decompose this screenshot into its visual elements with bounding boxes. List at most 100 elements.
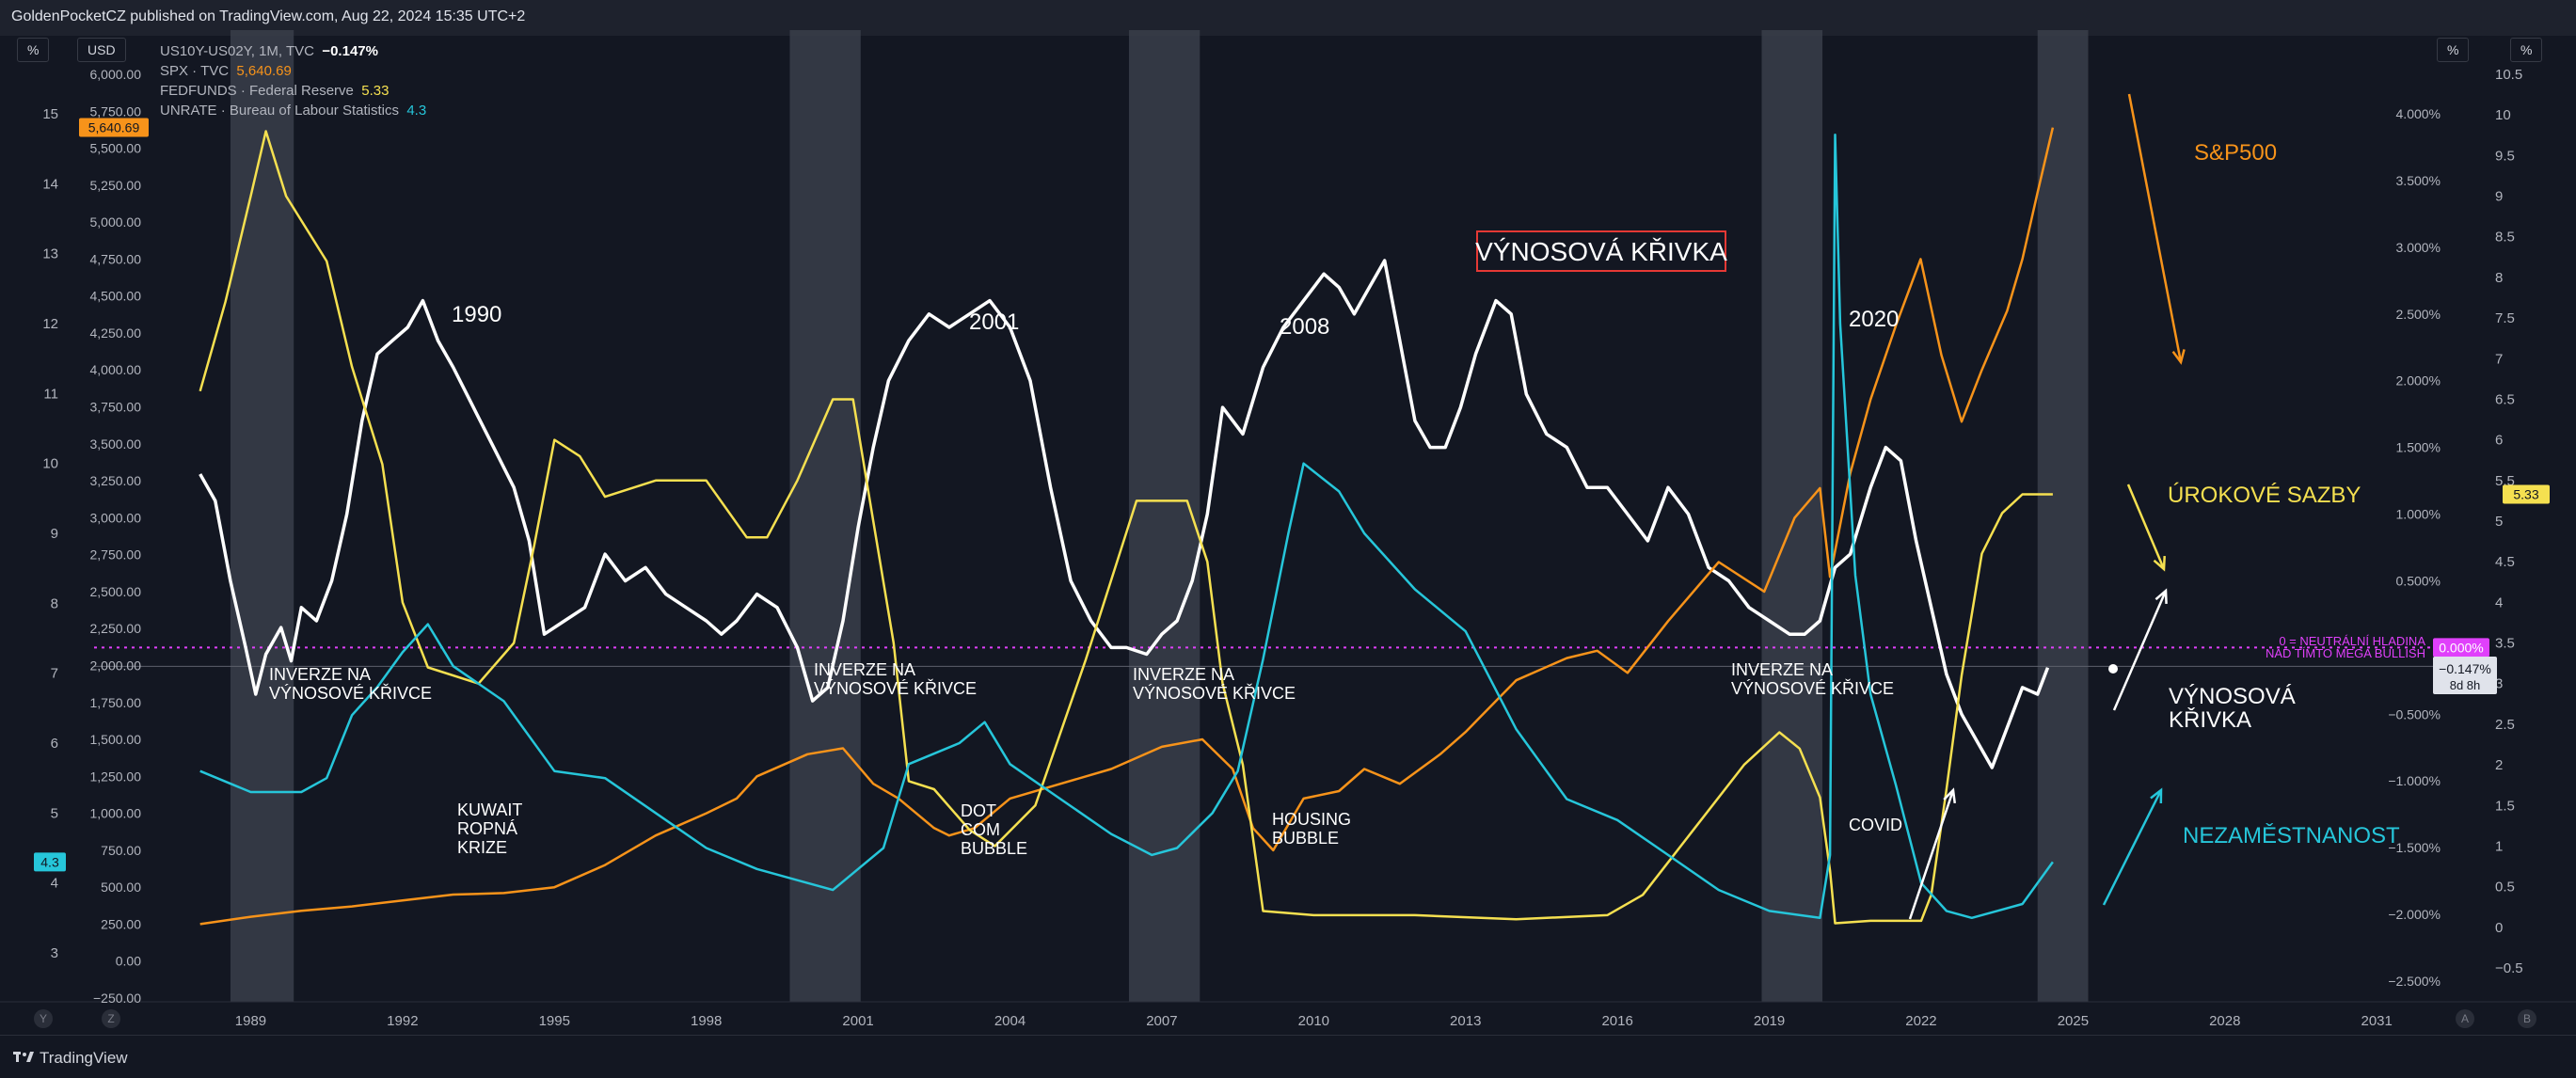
title-box-frame [1476,230,1726,272]
series-line-unrate [199,134,2054,920]
neutral-note: 0 = NEUTRÁLNÍ HLADINA [2279,634,2425,648]
left-percent-scale-button[interactable]: % [17,38,50,62]
legend: US10Y-US02Y, 1M, TVC −0.147% SPX · TVC 5… [160,41,426,120]
spx-axis-tick: 1,000.00 [90,806,142,821]
legend-item-fedfunds[interactable]: FEDFUNDS · Federal Reserve 5.33 [160,81,426,101]
series-line-fedfunds [199,130,2053,925]
yield-axis-tick: 3.000% [2396,240,2441,255]
x-tick-label: 2013 [1450,1013,1481,1029]
legend-item-spx[interactable]: SPX · TVC 5,640.69 [160,61,426,81]
tradingview-brand[interactable]: TradingView [13,1049,128,1068]
unrate-axis-tick: 4 [51,876,58,892]
crisis-label: HOUSING [1272,810,1351,829]
unrate-price-tag-bg [34,852,66,872]
crisis-label: KRIZE [457,838,507,857]
legend-label: SPX · TVC [160,63,230,79]
fed-axis-tick: 4 [2495,594,2503,610]
spx-price-tag: 5,640.69 [88,119,140,135]
spx-axis-tick: 1,250.00 [90,769,142,784]
covid-recovery-arrow [1908,789,1955,920]
auto-scale-button[interactable]: A [2456,1009,2474,1028]
fed-axis-tick: 10 [2495,107,2511,123]
fed-axis-tick: 2 [2495,757,2503,773]
covid-recovery-arrow-head [1943,787,1957,804]
neutral-tag: 0.000% [2439,640,2483,655]
recession-band [1761,30,1823,1002]
unrate-axis-tick: 3 [51,945,58,961]
yield-price-tag-bg [2433,657,2497,694]
fed-price-tag: 5.33 [2513,487,2538,502]
fed-axis-tick: 9.5 [2495,148,2515,164]
publish-info: GoldenPocketCZ published on TradingView.… [11,8,526,24]
crisis-label: ROPNÁ [457,819,517,838]
year-label-2008: 2008 [1280,314,1329,340]
x-tick-label: 2001 [842,1013,873,1029]
x-tick-label: 2019 [1754,1013,1785,1029]
fed-axis-tick: 4.5 [2495,554,2515,570]
spx-down-arrow [2127,93,2183,363]
publish-header: GoldenPocketCZ published on TradingView.… [0,0,2576,36]
yield-axis-tick: 3.500% [2396,173,2441,188]
goto-date-button[interactable]: Y [34,1009,53,1028]
x-tick-label: 1998 [691,1013,722,1029]
spx-price-tag-bg [79,118,149,137]
log-scale-button[interactable]: B [2518,1009,2536,1028]
yield-up-arrow-head [2155,588,2168,605]
inversion-label: INVERZE NA [1731,660,1833,679]
spx-axis-tick: 5,250.00 [90,178,142,193]
unrate-axis-tick: 13 [42,246,58,262]
unrate-up-arrow [2102,789,2163,906]
unrate-axis-tick: 8 [51,595,58,611]
right-percent-scale-button-2[interactable]: % [2510,38,2543,62]
recession-band [789,30,861,1002]
zoom-button[interactable]: Z [102,1009,120,1028]
crisis-label: BUBBLE [961,839,1027,858]
legend-label: US10Y-US02Y, 1M, TVC [160,43,314,59]
yield-axis-tick: −0.500% [2388,706,2441,721]
inversion-label: INVERZE NA [814,660,915,679]
inversion-label: INVERZE NA [1133,665,1234,684]
unrate-axis-tick: 12 [42,316,58,332]
title-box-label: VÝNOSOVÁ KŘIVKA [1475,237,1727,266]
x-tick-label: 2016 [1601,1013,1632,1029]
neutral-note: NAD TÍMTO MEGA BULLISH [2266,646,2425,660]
legend-item-yield[interactable]: US10Y-US02Y, 1M, TVC −0.147% [160,41,426,61]
spx-axis-tick: 2,250.00 [90,621,142,636]
x-tick-label: 2031 [2361,1013,2393,1029]
spx-axis-tick: 3,750.00 [90,400,142,415]
x-tick-label: 2025 [2058,1013,2089,1029]
spx-axis-tick: 3,250.00 [90,473,142,488]
recession-band [230,30,294,1002]
legend-value: 4.3 [406,103,427,119]
yield-axis-tick: 4.000% [2396,106,2441,121]
yield-axis-tick: −2.000% [2388,907,2441,922]
yield-countdown: 8d 8h [2450,678,2481,692]
spx-axis-tick: 750.00 [101,843,141,858]
year-label-1990: 1990 [452,302,501,327]
yield-axis-tick: 2.000% [2396,373,2441,388]
legend-item-unrate[interactable]: UNRATE · Bureau of Labour Statistics 4.3 [160,101,426,120]
spx-axis-tick: 0.00 [116,954,141,969]
fed-axis-tick: 1.5 [2495,798,2515,814]
currency-scale-button[interactable]: USD [77,38,126,62]
x-tick-label: 2028 [2209,1013,2240,1029]
right-percent-scale-button[interactable]: % [2437,38,2470,62]
yield-price-tag: −0.147% [2439,661,2491,676]
spx-axis-tick: 3,000.00 [90,510,142,525]
x-tick-label: 1992 [387,1013,418,1029]
legend-value: −0.147% [322,43,378,59]
unrate-axis-tick: 7 [51,666,58,682]
unrate-axis-tick: 14 [42,176,58,192]
fed-axis-tick: 7.5 [2495,310,2515,326]
spx-axis-tick: 2,750.00 [90,547,142,563]
spx-axis-tick: 250.00 [101,916,141,931]
yield-axis-tick: 1.500% [2396,440,2441,455]
fed-axis-tick: 6.5 [2495,391,2515,407]
legend-value: 5,640.69 [236,63,292,79]
x-tick-label: 1995 [539,1013,570,1029]
spx-axis-tick: 4,250.00 [90,325,142,341]
spx-axis-tick: 1,500.00 [90,732,142,747]
footer-bar: TradingView [0,1035,2576,1078]
